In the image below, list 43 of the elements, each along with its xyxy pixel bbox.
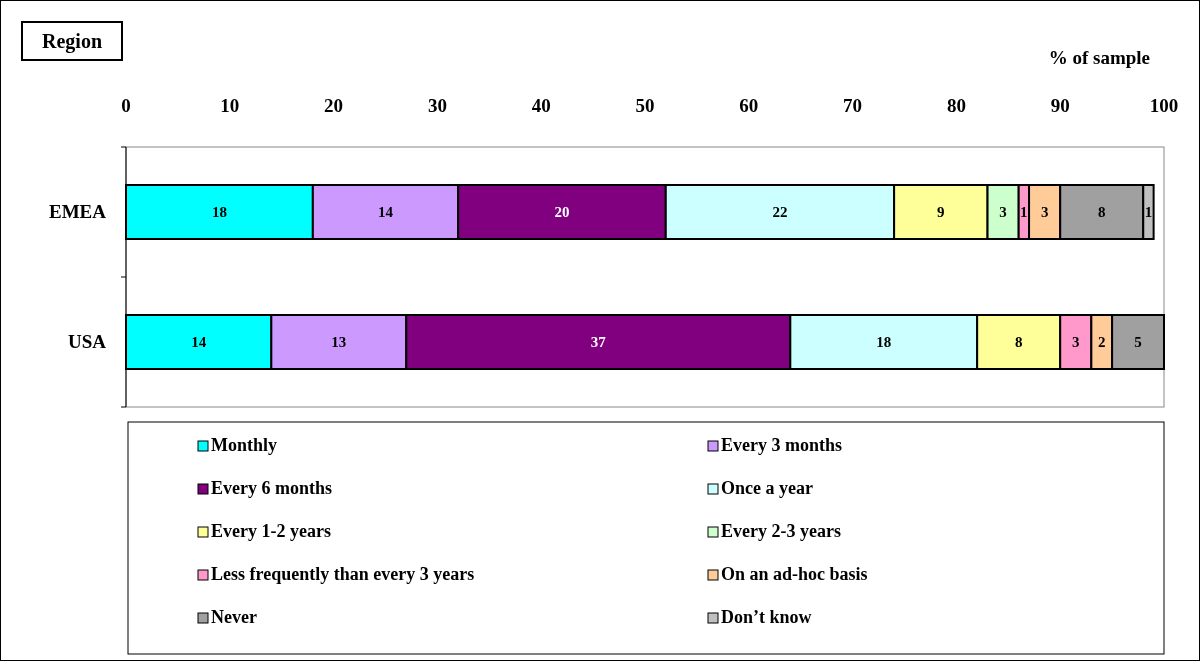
data-label: 14 — [378, 204, 394, 220]
x-tick-label: 70 — [843, 95, 863, 116]
data-label: 3 — [999, 204, 1007, 220]
data-label: 8 — [1014, 334, 1023, 350]
x-tick-label: 90 — [1050, 95, 1070, 116]
y-tick-label: USA — [67, 331, 107, 352]
x-tick-label: 60 — [739, 95, 759, 116]
x-tick-label: 30 — [427, 95, 447, 116]
data-label: 13 — [331, 334, 347, 350]
y-axis-title: Region — [42, 30, 102, 53]
legend-label: Never — [211, 607, 257, 627]
legend-label: On an ad-hoc basis — [721, 564, 868, 584]
data-label: 3 — [1072, 334, 1080, 350]
x-tick-label: 20 — [324, 95, 344, 116]
legend-label: Every 3 months — [721, 435, 842, 455]
x-axis-title: % of sample — [1048, 47, 1150, 68]
legend-label: Once a year — [721, 478, 813, 498]
data-label: 18 — [876, 334, 892, 350]
data-label: 1 — [1144, 204, 1153, 220]
x-tick-label: 100 — [1149, 95, 1179, 116]
data-label: 8 — [1097, 204, 1106, 220]
data-label: 22 — [772, 204, 788, 220]
data-label: 18 — [211, 204, 227, 220]
legend-label: Don’t know — [721, 607, 812, 627]
legend-label: Every 2-3 years — [721, 521, 841, 541]
x-tick-label: 40 — [531, 95, 551, 116]
data-label: 20 — [554, 204, 570, 220]
x-tick-label: 0 — [121, 95, 131, 116]
data-label: 2 — [1097, 334, 1106, 350]
data-label: 3 — [1040, 204, 1049, 220]
x-tick-label: 80 — [946, 95, 966, 116]
data-label: 5 — [1134, 334, 1142, 350]
legend-label: Every 1-2 years — [211, 521, 331, 541]
legend-label: Less frequently than every 3 years — [211, 564, 475, 584]
data-label: 9 — [937, 204, 945, 220]
data-label: 37 — [590, 334, 607, 350]
legend-label: Monthly — [211, 435, 278, 455]
y-tick-label: EMEA — [49, 201, 107, 222]
x-tick-label: 10 — [220, 95, 240, 116]
data-label: 14 — [191, 334, 207, 350]
x-tick-label: 50 — [635, 95, 655, 116]
legend-label: Every 6 months — [211, 478, 332, 498]
data-label: 1 — [1020, 204, 1028, 220]
